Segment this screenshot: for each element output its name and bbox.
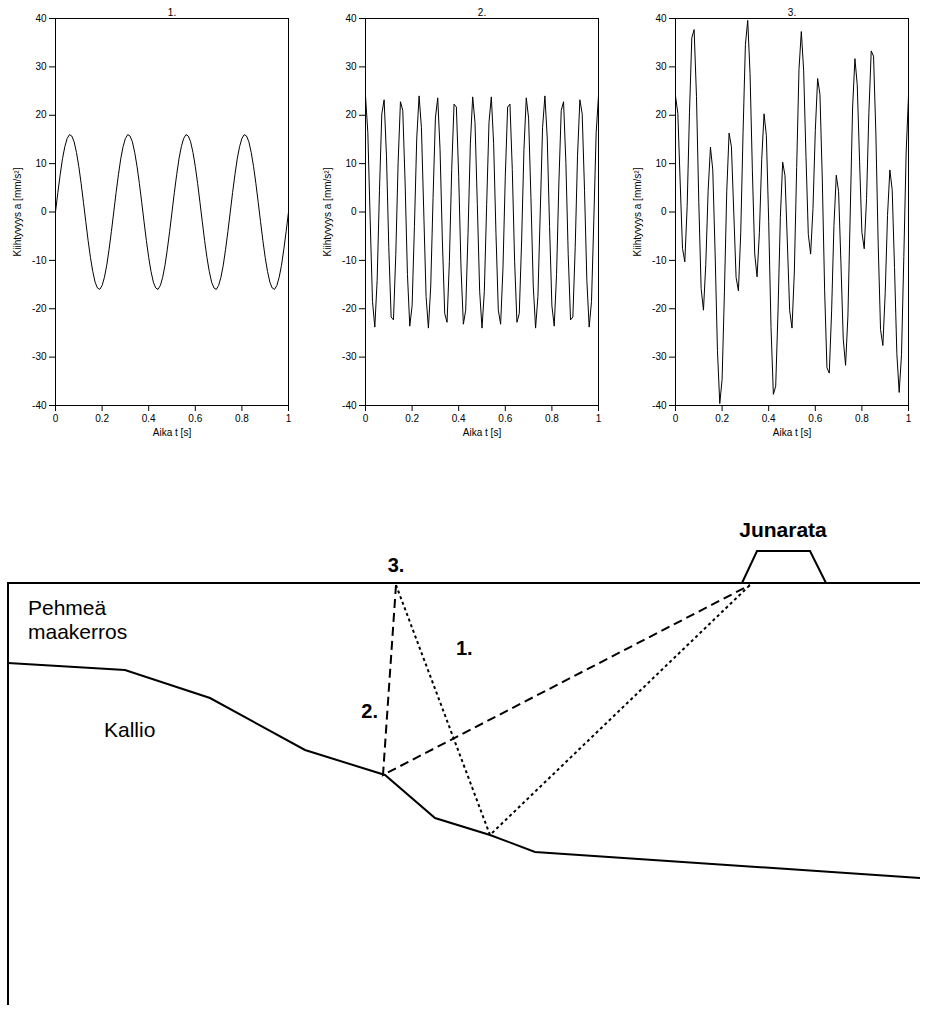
- svg-text:0.8: 0.8: [235, 413, 249, 424]
- svg-text:-40: -40: [32, 400, 47, 411]
- svg-text:-10: -10: [342, 255, 357, 266]
- svg-text:0.2: 0.2: [715, 413, 729, 424]
- svg-text:-30: -30: [32, 351, 47, 362]
- svg-text:0.4: 0.4: [452, 413, 466, 424]
- svg-text:-40: -40: [342, 400, 357, 411]
- svg-text:20: 20: [345, 109, 357, 120]
- svg-text:1.: 1.: [168, 7, 176, 18]
- svg-text:0: 0: [53, 413, 59, 424]
- svg-text:Kiihtyvyys a [mm/s²]: Kiihtyvyys a [mm/s²]: [632, 167, 643, 256]
- svg-text:0.6: 0.6: [498, 413, 512, 424]
- svg-text:10: 10: [35, 158, 47, 169]
- svg-text:0.2: 0.2: [405, 413, 419, 424]
- svg-text:Pehmeämaakerros: Pehmeämaakerros: [28, 596, 127, 643]
- svg-text:-20: -20: [342, 303, 357, 314]
- svg-text:10: 10: [655, 158, 667, 169]
- svg-text:Kiihtyvyys a [mm/s²]: Kiihtyvyys a [mm/s²]: [322, 167, 333, 256]
- svg-text:0.8: 0.8: [855, 413, 869, 424]
- svg-text:1.: 1.: [456, 637, 473, 659]
- svg-text:10: 10: [345, 158, 357, 169]
- svg-text:20: 20: [655, 109, 667, 120]
- svg-text:0.6: 0.6: [808, 413, 822, 424]
- svg-text:Kiihtyvyys a [mm/s²]: Kiihtyvyys a [mm/s²]: [12, 167, 23, 256]
- svg-text:0.6: 0.6: [188, 413, 202, 424]
- svg-text:0: 0: [351, 206, 357, 217]
- svg-text:30: 30: [35, 61, 47, 72]
- svg-text:2.: 2.: [478, 7, 486, 18]
- svg-text:0: 0: [673, 413, 679, 424]
- svg-text:0.4: 0.4: [762, 413, 776, 424]
- svg-text:0: 0: [41, 206, 47, 217]
- svg-text:1: 1: [906, 413, 912, 424]
- svg-text:1: 1: [286, 413, 292, 424]
- svg-text:30: 30: [345, 61, 357, 72]
- svg-text:-40: -40: [652, 400, 667, 411]
- svg-text:-20: -20: [32, 303, 47, 314]
- svg-text:Junarata: Junarata: [739, 518, 827, 541]
- svg-text:20: 20: [35, 109, 47, 120]
- svg-text:2.: 2.: [361, 700, 378, 722]
- svg-text:40: 40: [35, 13, 47, 24]
- svg-text:3.: 3.: [388, 554, 405, 576]
- svg-text:40: 40: [345, 13, 357, 24]
- svg-text:Kallio: Kallio: [104, 718, 155, 741]
- svg-text:40: 40: [655, 13, 667, 24]
- svg-text:0: 0: [661, 206, 667, 217]
- svg-text:1: 1: [596, 413, 602, 424]
- svg-text:-30: -30: [652, 351, 667, 362]
- svg-text:Aika t [s]: Aika t [s]: [773, 427, 812, 438]
- svg-text:-30: -30: [342, 351, 357, 362]
- svg-text:0.4: 0.4: [142, 413, 156, 424]
- svg-text:Aika t [s]: Aika t [s]: [463, 427, 502, 438]
- svg-text:-10: -10: [652, 255, 667, 266]
- svg-text:0.8: 0.8: [545, 413, 559, 424]
- svg-text:-20: -20: [652, 303, 667, 314]
- svg-text:0: 0: [363, 413, 369, 424]
- svg-text:Aika t [s]: Aika t [s]: [153, 427, 192, 438]
- svg-text:3.: 3.: [788, 7, 796, 18]
- svg-text:-10: -10: [32, 255, 47, 266]
- svg-text:0.2: 0.2: [95, 413, 109, 424]
- svg-text:30: 30: [655, 61, 667, 72]
